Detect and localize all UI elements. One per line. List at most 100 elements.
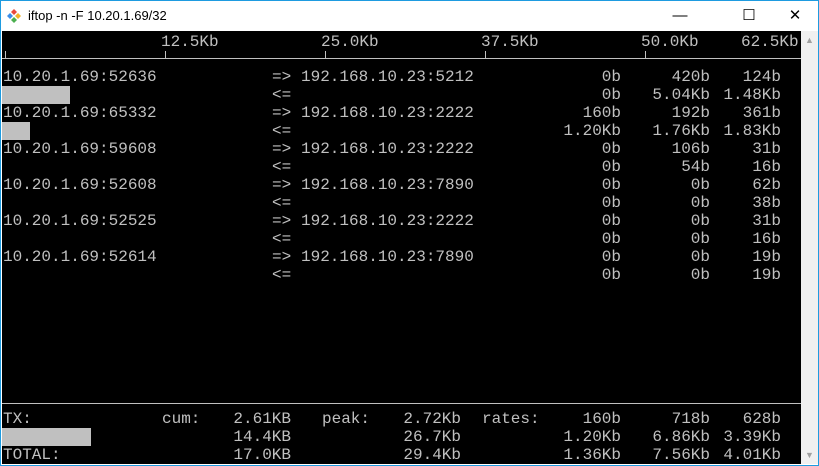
out-rate: 0b: [601, 176, 621, 194]
in-rate: 16b: [752, 230, 781, 248]
totals-rate: 4.01Kb: [723, 446, 781, 464]
in-rate: 16b: [752, 158, 781, 176]
in-arrow: <=: [272, 194, 292, 212]
out-rate: 19b: [752, 248, 781, 266]
out-rate: 192b: [671, 104, 710, 122]
scale-label: 62.5Kb: [741, 33, 799, 51]
out-rate: 420b: [671, 68, 710, 86]
out-rate: 0b: [690, 212, 710, 230]
totals-label: TOTAL:: [3, 446, 61, 464]
scale-tick: [325, 51, 326, 59]
out-rate: 0b: [601, 212, 621, 230]
in-rate: 0b: [601, 230, 621, 248]
in-rate: 0b: [601, 194, 621, 212]
flow-source: 10.20.1.69:65332: [3, 104, 157, 122]
flow-destination: 192.168.10.23:7890: [301, 248, 474, 266]
in-rate: 0b: [690, 230, 710, 248]
in-rate: 1.83Kb: [723, 122, 781, 140]
totals-rate: 628b: [742, 410, 781, 428]
totals-rate: 718b: [671, 410, 710, 428]
in-arrow: <=: [272, 86, 292, 104]
flow-destination: 192.168.10.23:2222: [301, 104, 474, 122]
cum-label: cum:: [162, 410, 201, 428]
scroll-up-icon[interactable]: ▲: [805, 35, 814, 45]
totals-cum: 17.0KB: [233, 446, 291, 464]
in-rate: 5.04Kb: [652, 86, 710, 104]
totals-peak: 2.72Kb: [403, 410, 461, 428]
scale-tick: [165, 51, 166, 59]
out-rate: 31b: [752, 212, 781, 230]
rx-bar: [2, 428, 91, 446]
close-button[interactable]: ✕: [788, 7, 802, 24]
scale-line: [2, 58, 801, 59]
rates-label: rates:: [482, 410, 540, 428]
out-arrow: =>: [272, 68, 292, 86]
in-rate: 38b: [752, 194, 781, 212]
in-arrow: <=: [272, 122, 292, 140]
totals-cum: 2.61KB: [233, 410, 291, 428]
out-rate: 106b: [671, 140, 710, 158]
out-rate: 0b: [690, 248, 710, 266]
totals-rate: 160b: [582, 410, 621, 428]
out-rate: 0b: [601, 140, 621, 158]
flow-source: 10.20.1.69:52636: [3, 68, 157, 86]
minimize-button[interactable]: —: [672, 7, 688, 24]
totals-separator: [2, 403, 801, 404]
out-rate: 160b: [582, 104, 621, 122]
scroll-down-icon[interactable]: ▼: [805, 450, 814, 460]
scale-label: 25.0Kb: [321, 33, 379, 51]
totals-rate: 1.20Kb: [563, 428, 621, 446]
flow-destination: 192.168.10.23:5212: [301, 68, 474, 86]
flow-bar: [2, 86, 70, 104]
out-rate: 0b: [601, 248, 621, 266]
in-rate: 0b: [690, 266, 710, 284]
window-title: iftop -n -F 10.20.1.69/32: [28, 8, 167, 23]
in-rate: 0b: [690, 194, 710, 212]
out-arrow: =>: [272, 104, 292, 122]
in-arrow: <=: [272, 230, 292, 248]
flow-bar: [2, 122, 30, 140]
scale-label: 12.5Kb: [161, 33, 219, 51]
flow-source: 10.20.1.69:59608: [3, 140, 157, 158]
totals-cum: 14.4KB: [233, 428, 291, 446]
totals-label: RX:: [3, 428, 32, 446]
out-rate: 124b: [742, 68, 781, 86]
totals-rate: 7.56Kb: [652, 446, 710, 464]
out-arrow: =>: [272, 140, 292, 158]
in-arrow: <=: [272, 266, 292, 284]
peak-label: peak:: [322, 410, 371, 428]
in-rate: 0b: [601, 158, 621, 176]
in-rate: 1.76Kb: [652, 122, 710, 140]
maximize-button[interactable]: ☐: [742, 7, 756, 24]
scale-tick: [645, 51, 646, 59]
app-icon: [7, 9, 21, 23]
totals-peak: 26.7Kb: [403, 428, 461, 446]
title-bar: iftop -n -F 10.20.1.69/32 — ☐ ✕: [1, 1, 818, 31]
out-rate: 0b: [690, 176, 710, 194]
totals-label: TX:: [3, 410, 32, 428]
flow-source: 10.20.1.69:52614: [3, 248, 157, 266]
flow-destination: 192.168.10.23:2222: [301, 212, 474, 230]
out-arrow: =>: [272, 176, 292, 194]
flow-destination: 192.168.10.23:7890: [301, 176, 474, 194]
out-arrow: =>: [272, 248, 292, 266]
flow-source: 10.20.1.69:52608: [3, 176, 157, 194]
terminal-content: 12.5Kb 25.0Kb 37.5Kb 50.0Kb 62.5Kb cum: …: [2, 31, 801, 464]
totals-peak: 29.4Kb: [403, 446, 461, 464]
scrollbar[interactable]: ▲ ▼: [801, 31, 818, 464]
out-arrow: =>: [272, 212, 292, 230]
flow-destination: 192.168.10.23:2222: [301, 140, 474, 158]
in-rate: 0b: [601, 86, 621, 104]
scale-tick: [5, 51, 6, 59]
in-arrow: <=: [272, 158, 292, 176]
in-rate: 54b: [681, 158, 710, 176]
scale-label: 37.5Kb: [481, 33, 539, 51]
in-rate: 1.48Kb: [723, 86, 781, 104]
scale-tick: [485, 51, 486, 59]
scale-label: 50.0Kb: [641, 33, 699, 51]
out-rate: 0b: [601, 68, 621, 86]
in-rate: 19b: [752, 266, 781, 284]
out-rate: 31b: [752, 140, 781, 158]
totals-rate: 3.39Kb: [723, 428, 781, 446]
